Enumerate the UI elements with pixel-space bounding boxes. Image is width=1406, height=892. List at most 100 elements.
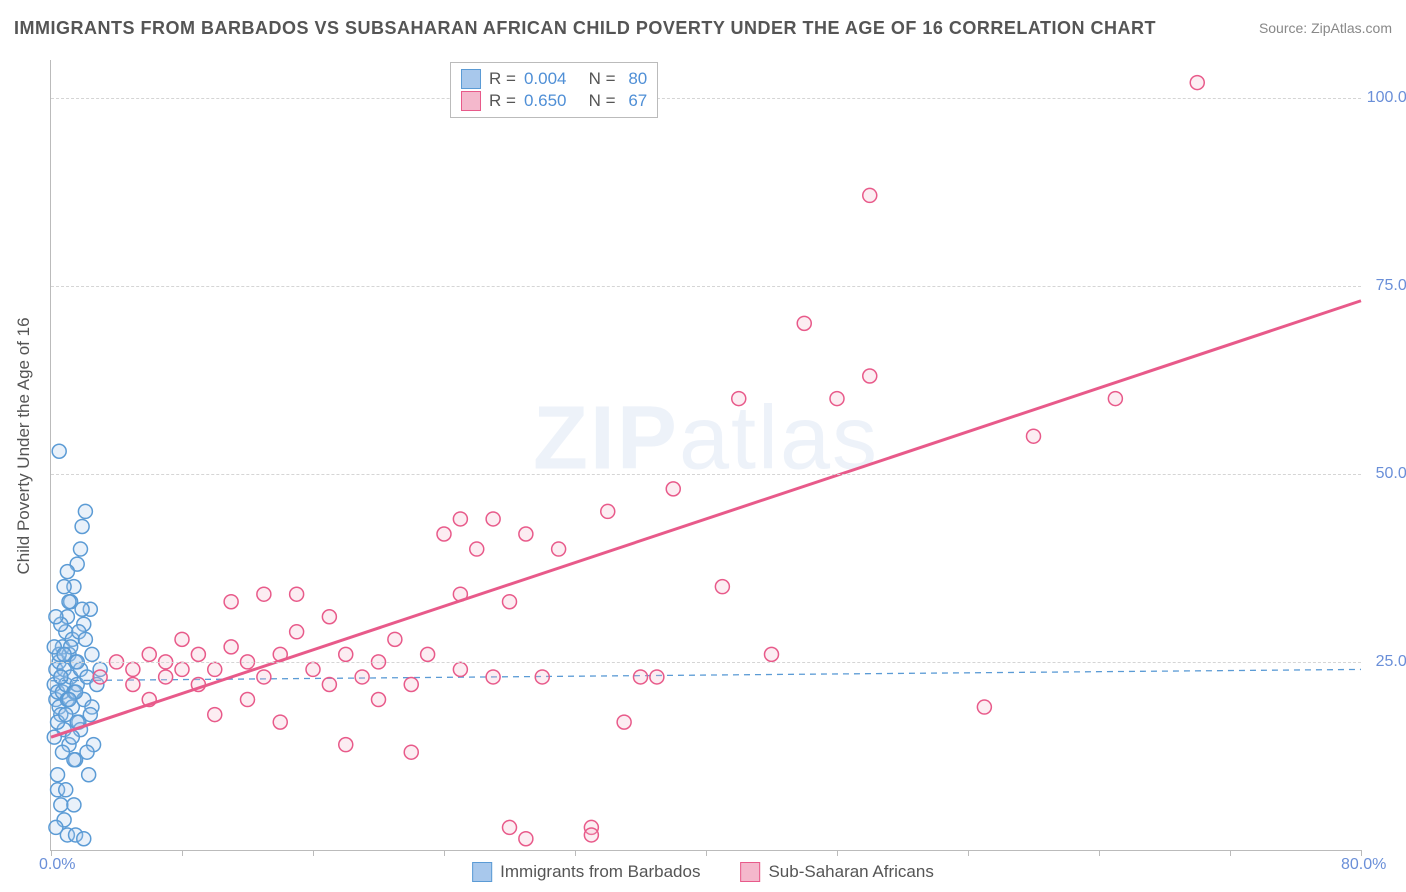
stats-legend-row: R = 0.650 N = 67 [461, 91, 647, 111]
stats-n-value: 80 [628, 69, 647, 89]
data-point [60, 565, 74, 579]
bottom-legend-item: Immigrants from Barbados [472, 862, 700, 882]
data-point [306, 662, 320, 676]
x-tick [182, 850, 183, 856]
plot-area: ZIPatlas 0.0% 25.0%50.0%75.0%100.0%80.0% [50, 60, 1361, 851]
gridline [51, 662, 1361, 663]
data-point [732, 392, 746, 406]
data-point [322, 610, 336, 624]
data-point [977, 700, 991, 714]
stats-r-label: R = [489, 69, 516, 89]
data-point [453, 662, 467, 676]
data-point [67, 798, 81, 812]
data-point [453, 512, 467, 526]
legend-swatch [461, 69, 481, 89]
stats-r-label: R = [489, 91, 516, 111]
data-point [290, 587, 304, 601]
x-tick [968, 850, 969, 856]
data-point [62, 595, 76, 609]
data-point [1108, 392, 1122, 406]
data-point [54, 670, 68, 684]
data-point [715, 580, 729, 594]
data-point [1190, 76, 1204, 90]
data-point [257, 670, 271, 684]
bottom-legend-item: Sub-Saharan Africans [740, 862, 933, 882]
data-point [666, 482, 680, 496]
data-point [78, 504, 92, 518]
y-tick-label: 25.0% [1366, 653, 1406, 671]
x-max-label: 80.0% [1341, 856, 1386, 874]
x-tick [1230, 850, 1231, 856]
x-tick [706, 850, 707, 856]
data-point [404, 677, 418, 691]
data-point [49, 820, 63, 834]
data-point [503, 595, 517, 609]
data-point [80, 745, 94, 759]
data-point [863, 369, 877, 383]
data-point [404, 745, 418, 759]
x-tick [51, 850, 52, 856]
data-point [797, 316, 811, 330]
bottom-legend: Immigrants from Barbados Sub-Saharan Afri… [472, 862, 934, 882]
x-tick [444, 850, 445, 856]
data-point [57, 580, 71, 594]
data-point [54, 798, 68, 812]
data-point [83, 708, 97, 722]
x-tick [1099, 850, 1100, 856]
gridline [51, 474, 1361, 475]
y-tick-label: 50.0% [1366, 465, 1406, 483]
data-point [224, 640, 238, 654]
x-origin-label: 0.0% [39, 856, 75, 874]
data-point [224, 595, 238, 609]
data-point [78, 632, 92, 646]
data-point [388, 632, 402, 646]
legend-swatch [472, 862, 492, 882]
data-point [175, 662, 189, 676]
y-axis-title: Child Poverty Under the Age of 16 [14, 317, 34, 574]
data-point [339, 738, 353, 752]
data-point [73, 542, 87, 556]
y-tick-label: 75.0% [1366, 277, 1406, 295]
data-point [339, 647, 353, 661]
data-point [355, 670, 369, 684]
data-point [535, 670, 549, 684]
data-point [503, 820, 517, 834]
data-point [191, 647, 205, 661]
data-point [62, 693, 76, 707]
data-point [421, 647, 435, 661]
stats-n-label: N = [574, 91, 620, 111]
gridline [51, 286, 1361, 287]
data-point [85, 647, 99, 661]
data-point [55, 745, 69, 759]
bottom-legend-label: Immigrants from Barbados [500, 862, 700, 882]
data-point [75, 519, 89, 533]
data-point [257, 587, 271, 601]
data-point [765, 647, 779, 661]
stats-n-value: 67 [628, 91, 647, 111]
data-point [650, 670, 664, 684]
x-tick [313, 850, 314, 856]
data-point [159, 670, 173, 684]
data-point [372, 693, 386, 707]
chart-title: IMMIGRANTS FROM BARBADOS VS SUBSAHARAN A… [14, 18, 1156, 39]
data-point [552, 542, 566, 556]
stats-r-value: 0.004 [524, 69, 567, 89]
data-point [470, 542, 484, 556]
legend-swatch [461, 91, 481, 111]
data-point [142, 647, 156, 661]
stats-legend: R = 0.004 N = 80 R = 0.650 N = 67 [450, 62, 658, 118]
data-point [486, 512, 500, 526]
bottom-legend-label: Sub-Saharan Africans [768, 862, 933, 882]
data-point [77, 832, 91, 846]
data-point [126, 677, 140, 691]
data-point [290, 625, 304, 639]
data-point [57, 647, 71, 661]
data-point [601, 504, 615, 518]
data-point [93, 670, 107, 684]
data-point [75, 602, 89, 616]
data-point [82, 768, 96, 782]
data-point [863, 188, 877, 202]
data-point [273, 715, 287, 729]
data-point [584, 828, 598, 842]
data-point [49, 610, 63, 624]
